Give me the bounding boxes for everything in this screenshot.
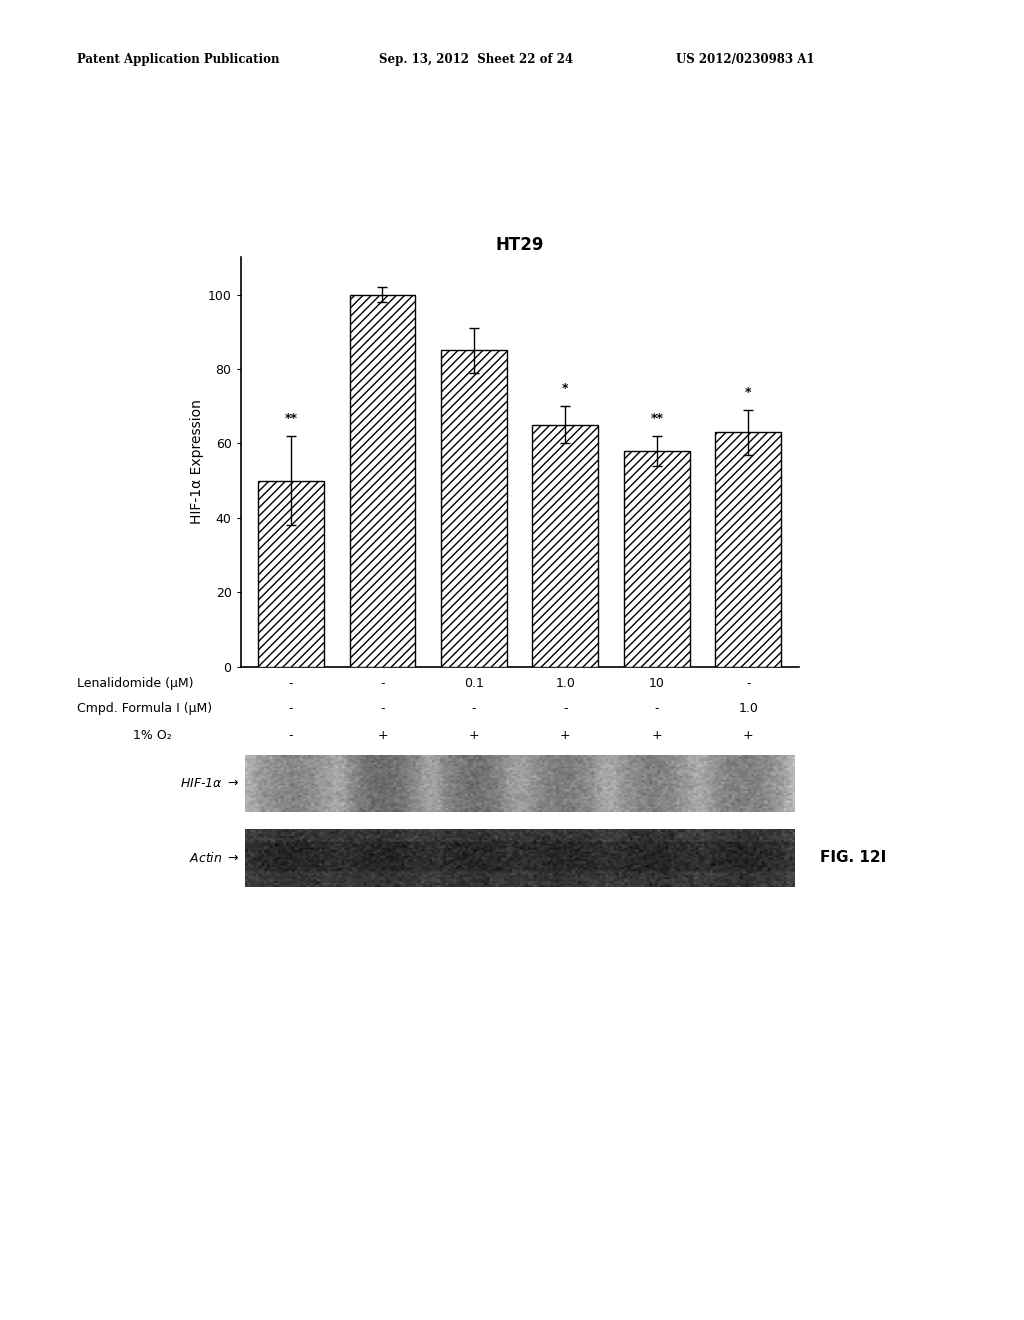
Text: 1.0: 1.0 [738,702,759,715]
Text: Lenalidomide (μM): Lenalidomide (μM) [77,677,194,690]
Text: Actin $\rightarrow$: Actin $\rightarrow$ [189,851,240,865]
Text: -: - [472,702,476,715]
Text: +: + [469,729,479,742]
Text: Cmpd. Formula I (μM): Cmpd. Formula I (μM) [77,702,212,715]
Text: US 2012/0230983 A1: US 2012/0230983 A1 [676,53,814,66]
Bar [441,350,507,667]
Bar [624,451,690,667]
Text: Sep. 13, 2012  Sheet 22 of 24: Sep. 13, 2012 Sheet 22 of 24 [379,53,573,66]
Text: **: ** [285,412,297,425]
Text: -: - [746,677,751,690]
Text: 0.1: 0.1 [464,677,484,690]
Text: -: - [289,702,293,715]
Text: *: * [745,385,752,399]
Text: -: - [289,729,293,742]
Text: +: + [377,729,388,742]
Text: **: ** [650,412,664,425]
Text: -: - [563,702,567,715]
Text: Patent Application Publication: Patent Application Publication [77,53,280,66]
Text: +: + [560,729,570,742]
Bar [258,480,324,667]
Text: -: - [654,702,659,715]
Text: FIG. 12I: FIG. 12I [820,850,887,866]
Y-axis label: HIF-1α Expression: HIF-1α Expression [189,400,204,524]
Text: 1.0: 1.0 [555,677,575,690]
Text: 1% O₂: 1% O₂ [133,729,172,742]
Text: -: - [289,677,293,690]
Text: +: + [651,729,663,742]
Text: -: - [380,677,385,690]
Bar [532,425,598,667]
Text: -: - [380,702,385,715]
Text: +: + [743,729,754,742]
Bar [716,432,781,667]
Bar [349,294,416,667]
Text: 10: 10 [649,677,665,690]
Text: *: * [562,381,568,395]
Title: HT29: HT29 [496,236,544,255]
Text: HIF-1α $\rightarrow$: HIF-1α $\rightarrow$ [180,777,240,789]
